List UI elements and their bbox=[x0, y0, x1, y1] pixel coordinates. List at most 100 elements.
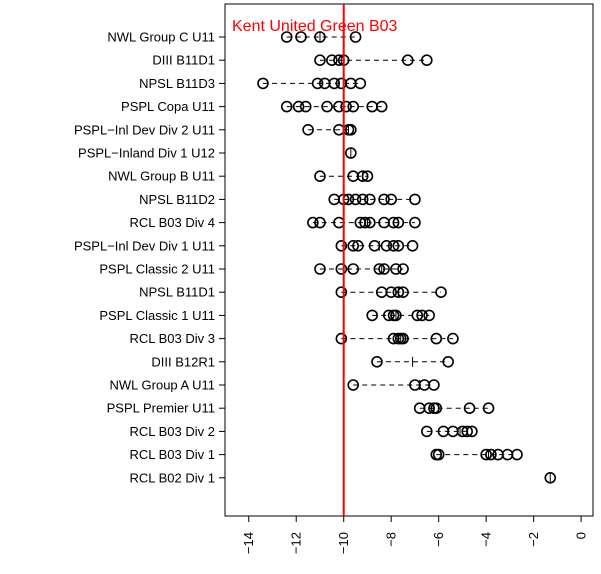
plot-area: NWL Group C U11 DIII B11D1 NPSL B11D3 PSPL … bbox=[74, 30, 589, 555]
x-tick-label: 0 bbox=[574, 532, 589, 539]
plot-frame bbox=[224, 3, 594, 517]
category-label: RCL B02 Div 1 bbox=[130, 470, 216, 485]
data-point bbox=[366, 309, 379, 322]
data-point bbox=[345, 124, 357, 136]
data-point bbox=[397, 286, 409, 299]
data-point bbox=[402, 54, 414, 67]
data-point bbox=[371, 355, 383, 368]
data-point bbox=[466, 425, 478, 438]
data-point bbox=[349, 193, 362, 206]
data-point bbox=[314, 170, 326, 182]
data-point bbox=[359, 216, 371, 229]
data-point bbox=[345, 147, 357, 159]
data-point bbox=[352, 240, 364, 252]
data-point bbox=[480, 448, 492, 461]
data-point bbox=[397, 332, 409, 345]
category-label: PSPL Copa U11 bbox=[121, 99, 215, 114]
data-point bbox=[416, 309, 428, 322]
data-point bbox=[257, 77, 269, 90]
data-point bbox=[375, 100, 388, 113]
data-point bbox=[430, 402, 443, 415]
data-point bbox=[423, 402, 435, 415]
data-point bbox=[378, 193, 390, 206]
data-point bbox=[385, 193, 397, 206]
category-label: NPSL B11D2 bbox=[139, 192, 215, 207]
data-point bbox=[392, 286, 405, 299]
category-label: PSPL−Inl Dev Div 1 U11 bbox=[74, 238, 215, 253]
data-point bbox=[364, 216, 376, 229]
category-label: DIII B11D1 bbox=[152, 53, 215, 68]
data-point bbox=[485, 448, 497, 461]
x-tick-label: −4 bbox=[479, 532, 494, 547]
category-label: RCL B03 Div 3 bbox=[130, 331, 216, 346]
data-point bbox=[392, 240, 405, 252]
x-tick-label: −14 bbox=[241, 532, 256, 554]
category-label: RCL B03 Div 1 bbox=[130, 447, 216, 462]
category-label: PSPL Classic 1 U11 bbox=[99, 308, 215, 323]
x-tick-label: −6 bbox=[431, 532, 446, 547]
category-label: NPSL B11D3 bbox=[139, 76, 215, 91]
data-point bbox=[328, 77, 341, 90]
data-point bbox=[326, 54, 338, 67]
data-point bbox=[311, 77, 324, 90]
data-point bbox=[463, 402, 476, 415]
data-point bbox=[406, 240, 419, 252]
category-label: RCL B03 Div 4 bbox=[130, 215, 216, 230]
data-point bbox=[307, 216, 319, 229]
x-tick-label: −8 bbox=[384, 532, 399, 547]
category-label: NPSL B11D1 bbox=[139, 285, 215, 300]
x-tick-label: −2 bbox=[526, 532, 541, 547]
data-point bbox=[314, 263, 326, 275]
data-point bbox=[421, 425, 433, 438]
data-point bbox=[380, 240, 393, 252]
category-label: PSPL Classic 2 U11 bbox=[99, 262, 215, 277]
data-point bbox=[482, 402, 495, 415]
data-point bbox=[409, 193, 421, 206]
data-point bbox=[430, 332, 443, 345]
data-point bbox=[387, 240, 400, 252]
data-point bbox=[302, 124, 314, 136]
category-label: PSPL Premier U11 bbox=[107, 401, 215, 416]
category-label: DIII B12R1 bbox=[151, 354, 215, 369]
data-point bbox=[280, 31, 293, 43]
data-point bbox=[335, 286, 348, 299]
data-point bbox=[335, 332, 348, 345]
data-point bbox=[544, 471, 557, 484]
data-point bbox=[364, 193, 376, 206]
data-point bbox=[411, 309, 424, 322]
data-point bbox=[368, 240, 381, 252]
data-point bbox=[428, 379, 440, 391]
data-point bbox=[387, 216, 400, 229]
data-point bbox=[397, 263, 409, 275]
data-point bbox=[423, 309, 435, 322]
data-point bbox=[361, 170, 374, 182]
data-point bbox=[354, 77, 367, 90]
data-point bbox=[347, 263, 360, 275]
data-point bbox=[349, 31, 362, 43]
data-point bbox=[442, 355, 454, 368]
category-label: PSPL−Inland Div 1 U12 bbox=[78, 146, 215, 161]
data-point bbox=[390, 263, 402, 275]
data-point bbox=[392, 216, 405, 229]
data-point bbox=[280, 100, 293, 113]
category-label: NWL Group C U11 bbox=[107, 30, 215, 45]
category-label: NWL Group A U11 bbox=[110, 378, 216, 393]
category-label: RCL B03 Div 2 bbox=[130, 424, 216, 439]
data-point bbox=[383, 309, 395, 322]
data-point bbox=[356, 170, 369, 182]
data-point bbox=[421, 54, 433, 67]
data-point bbox=[314, 216, 326, 229]
data-point bbox=[347, 240, 360, 252]
category-label: PSPL−Inl Dev Div 2 U11 bbox=[74, 122, 215, 137]
data-point bbox=[314, 54, 326, 67]
data-point bbox=[335, 263, 348, 275]
data-point bbox=[292, 100, 305, 113]
data-point bbox=[461, 425, 473, 438]
data-point bbox=[435, 286, 447, 299]
data-point bbox=[321, 100, 333, 113]
reference-line-label: Kent United Green B03 bbox=[232, 18, 398, 35]
data-point bbox=[373, 263, 386, 275]
data-point bbox=[378, 263, 390, 275]
data-point bbox=[295, 31, 307, 43]
